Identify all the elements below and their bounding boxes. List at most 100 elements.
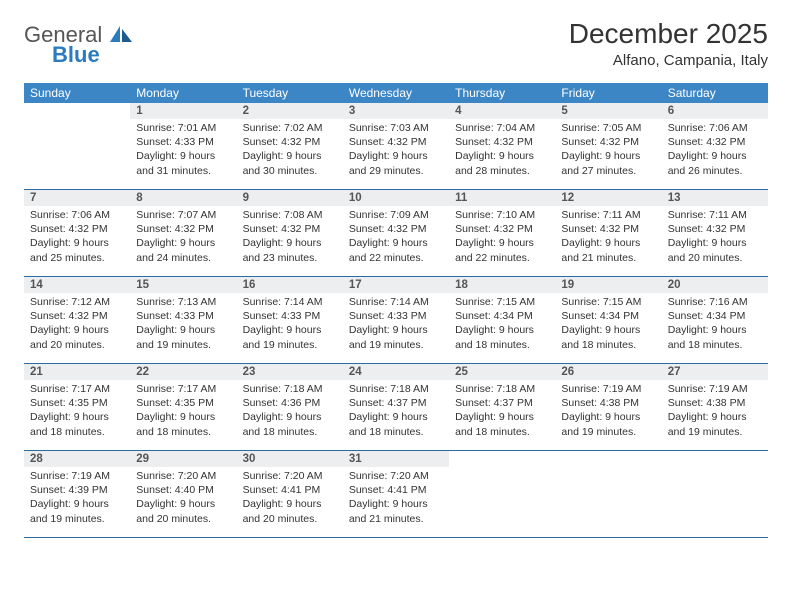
calendar-cell: 30Sunrise: 7:20 AMSunset: 4:41 PMDayligh…: [237, 451, 343, 538]
weekday-header: Wednesday: [343, 83, 449, 103]
calendar-cell: 22Sunrise: 7:17 AMSunset: 4:35 PMDayligh…: [130, 364, 236, 451]
calendar-cell: 14Sunrise: 7:12 AMSunset: 4:32 PMDayligh…: [24, 277, 130, 364]
calendar-cell: 26Sunrise: 7:19 AMSunset: 4:38 PMDayligh…: [555, 364, 661, 451]
day-details: Sunrise: 7:19 AMSunset: 4:38 PMDaylight:…: [662, 380, 768, 441]
calendar-cell: .: [555, 451, 661, 538]
calendar-page: General Blue December 2025 Alfano, Campa…: [0, 0, 792, 556]
day-number: 12: [555, 190, 661, 206]
day-number: 26: [555, 364, 661, 380]
day-number: 2: [237, 103, 343, 119]
calendar-cell: 13Sunrise: 7:11 AMSunset: 4:32 PMDayligh…: [662, 190, 768, 277]
calendar-week-row: 28Sunrise: 7:19 AMSunset: 4:39 PMDayligh…: [24, 451, 768, 538]
day-details: Sunrise: 7:11 AMSunset: 4:32 PMDaylight:…: [662, 206, 768, 267]
weekday-header: Friday: [555, 83, 661, 103]
calendar-cell: 27Sunrise: 7:19 AMSunset: 4:38 PMDayligh…: [662, 364, 768, 451]
day-number: 30: [237, 451, 343, 467]
calendar-cell: 23Sunrise: 7:18 AMSunset: 4:36 PMDayligh…: [237, 364, 343, 451]
day-number: 11: [449, 190, 555, 206]
weekday-header: Monday: [130, 83, 236, 103]
day-number: 23: [237, 364, 343, 380]
day-details: Sunrise: 7:10 AMSunset: 4:32 PMDaylight:…: [449, 206, 555, 267]
day-number: 31: [343, 451, 449, 467]
calendar-week-row: 7Sunrise: 7:06 AMSunset: 4:32 PMDaylight…: [24, 190, 768, 277]
day-details: Sunrise: 7:19 AMSunset: 4:38 PMDaylight:…: [555, 380, 661, 441]
day-details: Sunrise: 7:16 AMSunset: 4:34 PMDaylight:…: [662, 293, 768, 354]
day-number: 4: [449, 103, 555, 119]
day-details: Sunrise: 7:06 AMSunset: 4:32 PMDaylight:…: [24, 206, 130, 267]
day-details: Sunrise: 7:20 AMSunset: 4:41 PMDaylight:…: [237, 467, 343, 528]
day-number: 10: [343, 190, 449, 206]
calendar-cell: .: [24, 103, 130, 190]
weekday-header: Thursday: [449, 83, 555, 103]
calendar-week-row: 21Sunrise: 7:17 AMSunset: 4:35 PMDayligh…: [24, 364, 768, 451]
day-number: 24: [343, 364, 449, 380]
calendar-cell: 31Sunrise: 7:20 AMSunset: 4:41 PMDayligh…: [343, 451, 449, 538]
day-details: Sunrise: 7:11 AMSunset: 4:32 PMDaylight:…: [555, 206, 661, 267]
day-number: 14: [24, 277, 130, 293]
day-number: 21: [24, 364, 130, 380]
day-details: Sunrise: 7:06 AMSunset: 4:32 PMDaylight:…: [662, 119, 768, 180]
weekday-header: Saturday: [662, 83, 768, 103]
calendar-cell: 7Sunrise: 7:06 AMSunset: 4:32 PMDaylight…: [24, 190, 130, 277]
day-details: Sunrise: 7:02 AMSunset: 4:32 PMDaylight:…: [237, 119, 343, 180]
calendar-cell: 5Sunrise: 7:05 AMSunset: 4:32 PMDaylight…: [555, 103, 661, 190]
calendar-cell: 1Sunrise: 7:01 AMSunset: 4:33 PMDaylight…: [130, 103, 236, 190]
day-details: Sunrise: 7:20 AMSunset: 4:41 PMDaylight:…: [343, 467, 449, 528]
header: General Blue December 2025 Alfano, Campa…: [24, 18, 768, 69]
calendar-cell: 11Sunrise: 7:10 AMSunset: 4:32 PMDayligh…: [449, 190, 555, 277]
day-details: Sunrise: 7:20 AMSunset: 4:40 PMDaylight:…: [130, 467, 236, 528]
location: Alfano, Campania, Italy: [569, 52, 768, 69]
month-title: December 2025: [569, 18, 768, 50]
day-number: 5: [555, 103, 661, 119]
day-details: Sunrise: 7:19 AMSunset: 4:39 PMDaylight:…: [24, 467, 130, 528]
calendar-cell: 18Sunrise: 7:15 AMSunset: 4:34 PMDayligh…: [449, 277, 555, 364]
day-number: 3: [343, 103, 449, 119]
calendar-cell: 10Sunrise: 7:09 AMSunset: 4:32 PMDayligh…: [343, 190, 449, 277]
calendar-body: .1Sunrise: 7:01 AMSunset: 4:33 PMDayligh…: [24, 103, 768, 538]
sail-icon: [110, 26, 132, 42]
brand-text: General Blue: [24, 24, 132, 66]
day-number: 1: [130, 103, 236, 119]
calendar-cell: 16Sunrise: 7:14 AMSunset: 4:33 PMDayligh…: [237, 277, 343, 364]
day-number: 13: [662, 190, 768, 206]
calendar-cell: 20Sunrise: 7:16 AMSunset: 4:34 PMDayligh…: [662, 277, 768, 364]
day-number: 18: [449, 277, 555, 293]
day-details: Sunrise: 7:17 AMSunset: 4:35 PMDaylight:…: [24, 380, 130, 441]
calendar-cell: 8Sunrise: 7:07 AMSunset: 4:32 PMDaylight…: [130, 190, 236, 277]
day-number: 29: [130, 451, 236, 467]
calendar-table: SundayMondayTuesdayWednesdayThursdayFrid…: [24, 83, 768, 538]
calendar-cell: .: [449, 451, 555, 538]
day-number: 22: [130, 364, 236, 380]
day-number: 16: [237, 277, 343, 293]
day-details: Sunrise: 7:18 AMSunset: 4:37 PMDaylight:…: [343, 380, 449, 441]
calendar-cell: 9Sunrise: 7:08 AMSunset: 4:32 PMDaylight…: [237, 190, 343, 277]
calendar-cell: 15Sunrise: 7:13 AMSunset: 4:33 PMDayligh…: [130, 277, 236, 364]
day-number: 20: [662, 277, 768, 293]
day-details: Sunrise: 7:09 AMSunset: 4:32 PMDaylight:…: [343, 206, 449, 267]
weekday-header-row: SundayMondayTuesdayWednesdayThursdayFrid…: [24, 83, 768, 103]
day-details: Sunrise: 7:18 AMSunset: 4:37 PMDaylight:…: [449, 380, 555, 441]
day-details: Sunrise: 7:13 AMSunset: 4:33 PMDaylight:…: [130, 293, 236, 354]
day-details: Sunrise: 7:14 AMSunset: 4:33 PMDaylight:…: [237, 293, 343, 354]
day-details: Sunrise: 7:07 AMSunset: 4:32 PMDaylight:…: [130, 206, 236, 267]
calendar-cell: 28Sunrise: 7:19 AMSunset: 4:39 PMDayligh…: [24, 451, 130, 538]
day-details: Sunrise: 7:08 AMSunset: 4:32 PMDaylight:…: [237, 206, 343, 267]
day-details: Sunrise: 7:04 AMSunset: 4:32 PMDaylight:…: [449, 119, 555, 180]
day-number: 25: [449, 364, 555, 380]
brand-logo: General Blue: [24, 18, 132, 66]
calendar-cell: 6Sunrise: 7:06 AMSunset: 4:32 PMDaylight…: [662, 103, 768, 190]
day-number: 8: [130, 190, 236, 206]
calendar-cell: 29Sunrise: 7:20 AMSunset: 4:40 PMDayligh…: [130, 451, 236, 538]
day-details: Sunrise: 7:14 AMSunset: 4:33 PMDaylight:…: [343, 293, 449, 354]
day-number: 7: [24, 190, 130, 206]
calendar-cell: 25Sunrise: 7:18 AMSunset: 4:37 PMDayligh…: [449, 364, 555, 451]
day-number: 6: [662, 103, 768, 119]
calendar-cell: 12Sunrise: 7:11 AMSunset: 4:32 PMDayligh…: [555, 190, 661, 277]
day-number: 19: [555, 277, 661, 293]
brand-line2: Blue: [52, 44, 132, 66]
calendar-cell: 19Sunrise: 7:15 AMSunset: 4:34 PMDayligh…: [555, 277, 661, 364]
day-details: Sunrise: 7:05 AMSunset: 4:32 PMDaylight:…: [555, 119, 661, 180]
calendar-cell: 21Sunrise: 7:17 AMSunset: 4:35 PMDayligh…: [24, 364, 130, 451]
day-number: 9: [237, 190, 343, 206]
calendar-cell: 3Sunrise: 7:03 AMSunset: 4:32 PMDaylight…: [343, 103, 449, 190]
